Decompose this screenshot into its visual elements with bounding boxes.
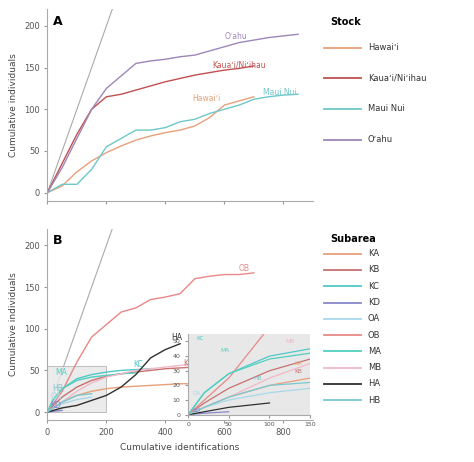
Text: KA: KA <box>368 249 379 258</box>
Text: Maui Nui: Maui Nui <box>263 88 296 97</box>
Y-axis label: Cumulative individuals: Cumulative individuals <box>9 273 18 377</box>
Text: Hawaiʻi: Hawaiʻi <box>368 43 399 52</box>
Text: KC: KC <box>133 360 143 369</box>
Text: KB: KB <box>368 265 379 274</box>
Text: MA: MA <box>368 347 381 356</box>
Text: MA: MA <box>55 368 67 377</box>
Text: Kauaʻi/Niʻihau: Kauaʻi/Niʻihau <box>212 60 266 69</box>
Text: Kauaʻi/Niʻihau: Kauaʻi/Niʻihau <box>368 74 426 83</box>
X-axis label: Cumulative identifications: Cumulative identifications <box>120 443 240 452</box>
Text: KA: KA <box>269 372 279 381</box>
Text: KC: KC <box>368 282 379 291</box>
Text: Hawaiʻi: Hawaiʻi <box>192 94 220 103</box>
Text: MB: MB <box>241 349 252 358</box>
Y-axis label: Cumulative individuals: Cumulative individuals <box>9 53 18 157</box>
Text: KB: KB <box>183 359 193 368</box>
Text: HA: HA <box>171 333 182 342</box>
Text: A: A <box>53 15 63 28</box>
Text: Maui Nui: Maui Nui <box>368 104 404 114</box>
Text: Stock: Stock <box>330 17 361 27</box>
Text: B: B <box>53 234 62 248</box>
Text: HB: HB <box>368 396 380 405</box>
Text: OA: OA <box>368 314 380 323</box>
Text: KD: KD <box>50 401 61 410</box>
Text: MB: MB <box>368 363 381 372</box>
Text: OA: OA <box>50 392 61 401</box>
Text: OB: OB <box>368 331 380 340</box>
Text: Oʻahu: Oʻahu <box>368 135 393 144</box>
Text: HB: HB <box>52 384 63 393</box>
Text: Oʻahu: Oʻahu <box>224 32 247 41</box>
Text: KD: KD <box>368 298 380 307</box>
Text: Subarea: Subarea <box>330 234 376 244</box>
Text: HA: HA <box>368 379 380 389</box>
Bar <box>47 366 106 412</box>
Text: OB: OB <box>239 264 250 273</box>
